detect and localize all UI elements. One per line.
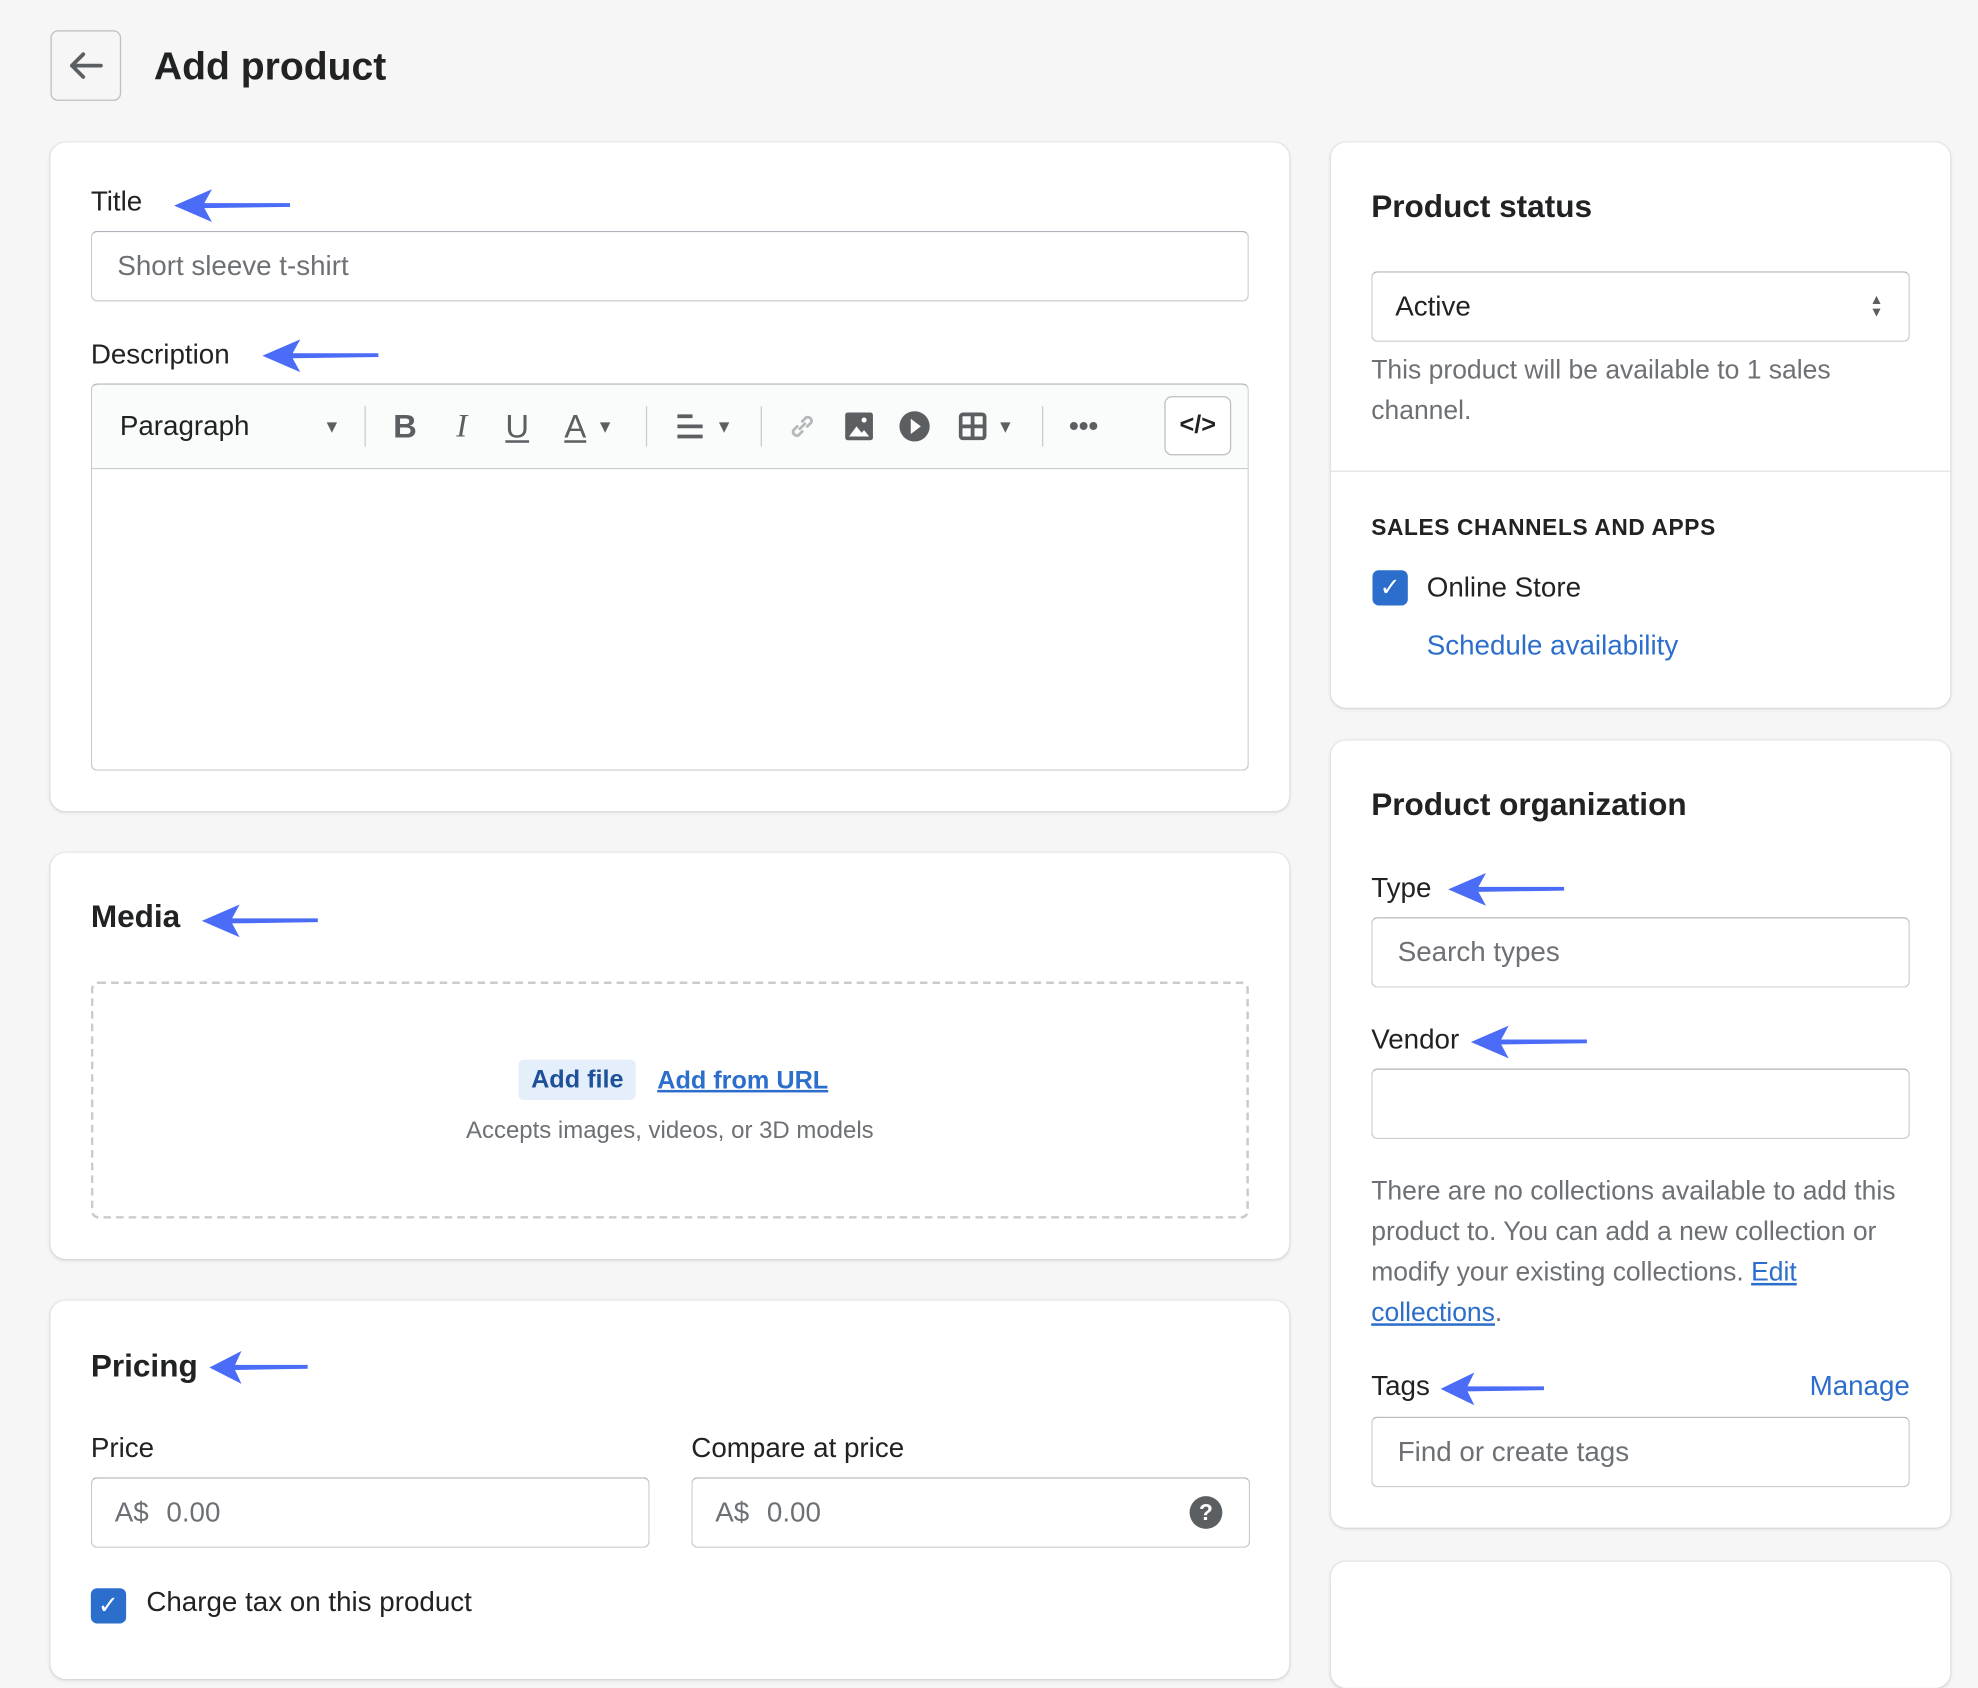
type-placeholder: Search types [1397,936,1560,968]
align-icon[interactable]: ▼ [671,401,737,451]
vendor-label: Vendor [1371,1023,1460,1055]
media-dropzone[interactable] [90,981,1249,1219]
annotation-arrow-icon [1448,872,1565,906]
video-icon[interactable] [897,401,932,451]
compare-price-input[interactable]: A$ 0.00 [691,1477,1251,1548]
annotation-arrow-icon [174,189,291,223]
description-label: Description [90,338,230,370]
charge-tax-checkbox[interactable]: ✓ [90,1588,127,1624]
period: . [1494,1298,1503,1328]
page-title: Add product [153,44,387,89]
product-status-heading: Product status [1371,189,1593,225]
divider [760,406,762,447]
schedule-availability-link[interactable]: Schedule availability [1426,629,1679,662]
code-icon: </> [1179,411,1217,439]
tags-label: Tags [1371,1369,1430,1402]
price-placeholder: 0.00 [166,1496,221,1528]
chevron-down-icon: ▼ [323,416,341,437]
sales-channels-heading: SALES CHANNELS AND APPS [1371,514,1716,540]
back-button[interactable] [50,30,122,101]
status-value: Active [1395,290,1471,322]
select-arrows-icon: ▲ ▼ [1869,292,1884,321]
collections-help: There are no collections available to ad… [1371,1172,1907,1333]
compare-placeholder: 0.00 [766,1496,821,1528]
add-file-button[interactable]: Add file [518,1059,637,1101]
collections-text: There are no collections available to ad… [1371,1176,1896,1287]
underline-icon[interactable]: U [505,406,530,445]
vendor-input[interactable] [1371,1068,1910,1140]
divider [645,406,648,447]
divider [1330,470,1951,472]
price-input[interactable]: A$ 0.00 [90,1477,650,1548]
tags-input[interactable]: Find or create tags [1371,1416,1910,1488]
media-heading: Media [90,899,181,935]
charge-tax-label: Charge tax on this product [146,1585,472,1618]
divider [364,406,366,447]
manage-tags-link[interactable]: Manage [1809,1369,1910,1402]
title-input[interactable]: Short sleeve t-shirt [90,230,1249,302]
product-status-card [1330,142,1951,708]
divider [1041,406,1044,447]
tags-placeholder: Find or create tags [1397,1435,1630,1468]
media-accepts-text: Accepts images, videos, or 3D models [466,1117,874,1145]
edit-collections-link[interactable]: Edit collections [1371,1257,1797,1328]
title-label: Title [90,185,143,217]
help-icon[interactable]: ? [1189,1496,1223,1529]
online-store-label: Online Store [1426,571,1582,603]
next-card [1330,1561,1951,1688]
pricing-heading: Pricing [90,1348,198,1384]
title-placeholder: Short sleeve t-shirt [117,249,349,282]
bold-icon[interactable]: B [393,406,417,445]
price-label: Price [90,1431,155,1464]
italic-icon[interactable]: I [456,407,468,445]
annotation-arrow-icon [262,339,379,373]
type-input[interactable]: Search types [1371,917,1910,988]
format-dropdown[interactable]: Paragraph ▼ [120,401,341,451]
annotation-arrow-icon [1440,1372,1545,1406]
organization-heading: Product organization [1371,787,1687,823]
more-icon[interactable]: ••• [1069,409,1099,442]
annotation-arrow-icon [201,904,318,938]
type-label: Type [1371,871,1432,904]
compare-price-label: Compare at price [691,1431,905,1464]
format-value: Paragraph [119,409,250,442]
text-color-icon[interactable]: A ▼ [564,406,614,445]
status-help-text: This product will be available to 1 sale… [1371,355,1831,426]
annotation-arrow-icon [1470,1025,1587,1059]
image-icon[interactable] [841,401,876,451]
currency-prefix: A$ [114,1496,149,1528]
annotation-arrow-icon [209,1351,308,1384]
arrow-left-icon [70,52,103,79]
link-icon[interactable] [785,401,820,451]
add-from-url-link[interactable]: Add from URL [657,1067,829,1095]
editor-toolbar [92,384,1248,470]
code-view-button[interactable]: </> [1164,396,1232,456]
status-select[interactable]: Active ▲ ▼ [1371,271,1910,342]
currency-prefix: A$ [715,1496,750,1528]
table-icon[interactable]: ▼ [955,401,1018,451]
online-store-checkbox[interactable]: ✓ [1372,570,1408,606]
